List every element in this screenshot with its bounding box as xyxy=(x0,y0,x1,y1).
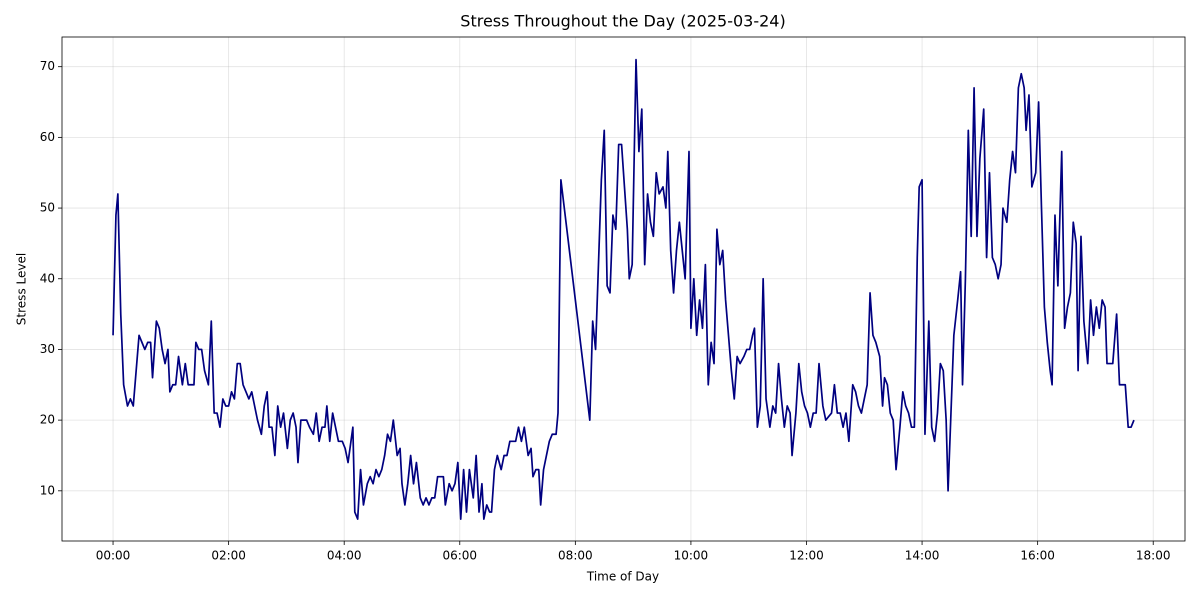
x-tick-label: 04:00 xyxy=(327,549,362,563)
y-tick-label: 60 xyxy=(40,130,55,144)
x-tick-label: 18:00 xyxy=(1136,549,1171,563)
y-axis-label: Stress Level xyxy=(15,253,29,325)
line-series xyxy=(112,58,1135,520)
x-tick-label: 02:00 xyxy=(211,549,246,563)
x-axis-label: Time of Day xyxy=(586,570,659,584)
x-tick-label: 06:00 xyxy=(442,549,477,563)
x-tick-label: 16:00 xyxy=(1020,549,1055,563)
x-tick-label: 08:00 xyxy=(558,549,593,563)
x-tick-label: 14:00 xyxy=(905,549,940,563)
chart-title: Stress Throughout the Day (2025-03-24) xyxy=(460,12,785,31)
y-tick-label: 30 xyxy=(40,342,55,356)
x-tick-label: 00:00 xyxy=(96,549,131,563)
y-tick-label: 40 xyxy=(40,271,55,285)
y-tick-label: 50 xyxy=(40,201,55,215)
x-tick-label: 12:00 xyxy=(789,549,824,563)
y-tick-label: 20 xyxy=(40,413,55,427)
plot-frame xyxy=(61,36,1186,542)
y-tick-label: 70 xyxy=(40,59,55,73)
x-tick-label: 10:00 xyxy=(674,549,709,563)
y-tick-label: 10 xyxy=(40,483,55,497)
